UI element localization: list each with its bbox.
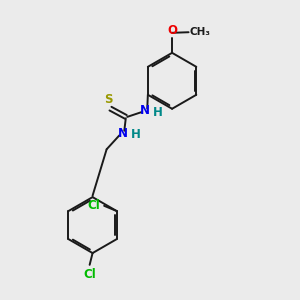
Text: H: H	[131, 128, 141, 141]
Text: Cl: Cl	[87, 199, 100, 212]
Text: CH₃: CH₃	[190, 27, 211, 37]
Text: N: N	[140, 104, 150, 118]
Text: O: O	[167, 24, 177, 37]
Text: Cl: Cl	[83, 268, 96, 281]
Text: H: H	[153, 106, 163, 119]
Text: N: N	[118, 127, 128, 140]
Text: S: S	[104, 93, 112, 106]
